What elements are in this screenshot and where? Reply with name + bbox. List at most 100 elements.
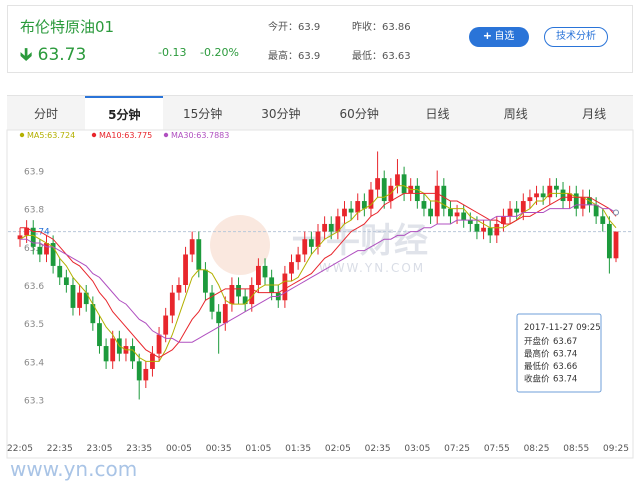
stat-value: 63.63 bbox=[382, 51, 411, 62]
candle-body bbox=[474, 223, 480, 232]
quote-header: 布伦特原油01 🡳 63.73 -0.13 -0.20% 今开：63.9 昨收：… bbox=[7, 5, 633, 73]
candle-body bbox=[295, 254, 301, 263]
candle-body bbox=[256, 265, 261, 285]
chart-frame bbox=[6, 129, 634, 459]
candle-body bbox=[216, 311, 222, 324]
candle-body bbox=[514, 208, 520, 213]
candle-body bbox=[236, 285, 241, 297]
candle-body bbox=[308, 239, 314, 247]
candle-body bbox=[37, 246, 43, 255]
candle-body bbox=[322, 223, 328, 232]
candle-body bbox=[613, 231, 619, 259]
candle-body bbox=[348, 208, 354, 213]
period-tab[interactable]: 5分钟 bbox=[85, 96, 164, 132]
candle-body bbox=[448, 208, 453, 217]
plus-icon: ➕︎ bbox=[483, 31, 495, 42]
candle-body bbox=[368, 189, 374, 209]
candle-body bbox=[103, 346, 109, 362]
candle-body bbox=[375, 178, 380, 190]
period-tab[interactable]: 30分钟 bbox=[261, 107, 301, 121]
candle-body bbox=[606, 223, 612, 259]
candle-body bbox=[77, 292, 82, 308]
period-tab[interactable]: 15分钟 bbox=[182, 107, 223, 121]
candle-body bbox=[143, 368, 149, 381]
tech-analysis-button[interactable]: 技术分析 bbox=[544, 27, 608, 47]
x-tick-label: 22:35 bbox=[47, 444, 73, 454]
candle-body bbox=[156, 334, 162, 354]
last-price-label: 63.74 bbox=[24, 228, 50, 238]
candle-body bbox=[57, 265, 63, 278]
stat-label: 昨收： bbox=[352, 22, 382, 33]
y-tick-label: 63.9 bbox=[24, 168, 44, 178]
candle-body bbox=[136, 361, 142, 381]
price: 63.73 bbox=[37, 45, 87, 65]
candle-body bbox=[183, 254, 188, 285]
period-tab[interactable]: 分时 bbox=[33, 107, 58, 121]
price-block: 🡳 63.73 bbox=[20, 42, 86, 71]
watermark-icon bbox=[210, 215, 270, 275]
period-tab[interactable]: 周线 bbox=[503, 107, 528, 121]
candle-body bbox=[467, 220, 473, 224]
x-tick-label: 07:55 bbox=[484, 444, 510, 454]
candle-body bbox=[580, 197, 586, 209]
x-tick-label: 07:25 bbox=[444, 444, 470, 454]
candle-body bbox=[527, 197, 533, 202]
candle-body bbox=[361, 201, 367, 209]
stat: 最低：63.63 bbox=[352, 47, 411, 62]
period-tab[interactable]: 60分钟 bbox=[339, 107, 379, 121]
legend-dot bbox=[163, 132, 169, 138]
candle-body bbox=[176, 285, 182, 293]
candle-body bbox=[83, 292, 89, 305]
last-marker bbox=[613, 209, 619, 216]
candle-body bbox=[203, 269, 208, 293]
candle-body bbox=[44, 243, 49, 255]
period-tab[interactable]: 日线 bbox=[425, 107, 450, 121]
stat-value: 63.9 bbox=[298, 51, 321, 62]
candle-body bbox=[24, 227, 30, 236]
candle-body bbox=[196, 239, 202, 270]
candle-body bbox=[302, 239, 308, 255]
tooltip-value: 63.74 bbox=[553, 350, 577, 360]
candle-body bbox=[328, 223, 334, 232]
candle-body bbox=[428, 208, 433, 217]
x-tick-label: 02:05 bbox=[325, 444, 351, 454]
candle-body bbox=[97, 323, 102, 347]
add-watchlist-button[interactable]: ➕︎ 自选 bbox=[469, 27, 529, 47]
candle-body bbox=[355, 201, 361, 213]
candle-body bbox=[242, 296, 248, 305]
down-arrow: 🡳 bbox=[20, 45, 33, 65]
x-tick-label: 00:35 bbox=[206, 444, 232, 454]
legend-label: MA5:63.724 bbox=[27, 131, 75, 140]
candle-body bbox=[335, 216, 341, 232]
candle-body bbox=[289, 262, 294, 274]
candle-body bbox=[209, 292, 215, 312]
candle-body bbox=[262, 265, 268, 278]
x-tick-label: 09:25 bbox=[603, 444, 629, 454]
stat-value: 63.9 bbox=[298, 22, 321, 33]
candle-body bbox=[573, 193, 579, 209]
tooltip-label: 最低价 bbox=[524, 361, 550, 372]
button-label: 自选 bbox=[494, 31, 515, 42]
x-tick-label: 02:35 bbox=[365, 444, 391, 454]
x-tick-label: 01:05 bbox=[245, 444, 271, 454]
y-tick-label: 63.6 bbox=[24, 282, 44, 292]
stat-label: 最低： bbox=[352, 51, 382, 62]
x-tick-label: 08:55 bbox=[563, 444, 589, 454]
stat-value: 63.86 bbox=[382, 22, 411, 33]
ma-line bbox=[20, 192, 617, 359]
x-tick-label: 23:05 bbox=[86, 444, 112, 454]
candle-body bbox=[110, 338, 116, 362]
legend-label: MA10:63.775 bbox=[99, 131, 152, 140]
candle-body bbox=[540, 193, 546, 198]
candle-body bbox=[169, 292, 175, 316]
tooltip-value: 63.66 bbox=[553, 362, 577, 372]
ma-line bbox=[20, 204, 617, 343]
candle-body bbox=[282, 273, 288, 301]
candle-body bbox=[507, 208, 513, 217]
period-tab[interactable]: 月线 bbox=[582, 107, 607, 121]
candle-body bbox=[520, 201, 526, 213]
stat-label: 最高： bbox=[268, 51, 298, 62]
candle-body bbox=[163, 315, 169, 335]
candle-body bbox=[30, 227, 36, 247]
candle-body bbox=[395, 174, 400, 186]
